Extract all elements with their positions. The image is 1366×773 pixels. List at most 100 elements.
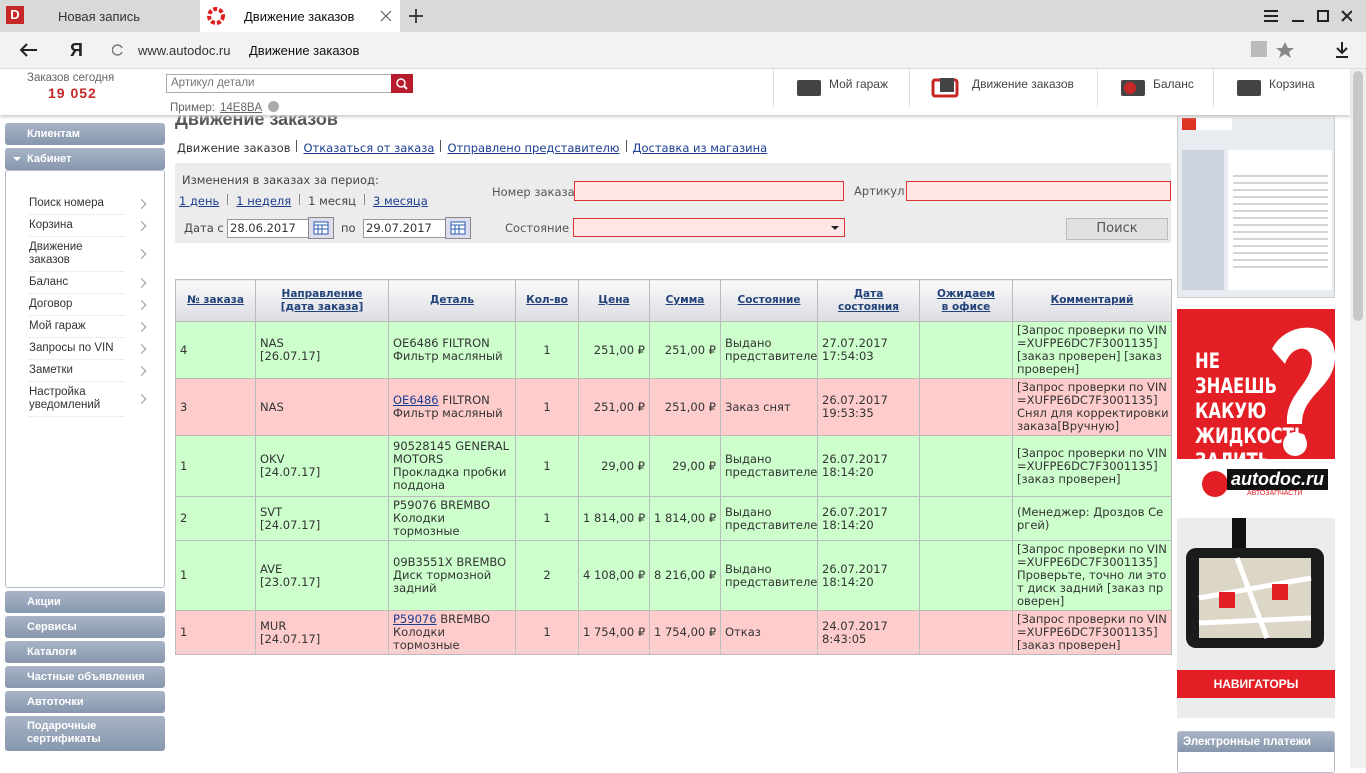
order-row: 1 AVE [23.07.17] 09B3551X BREMBO Диск тормоз…: [175, 540, 1172, 611]
waiting: [919, 321, 1013, 379]
example-value[interactable]: 14E8BA: [220, 102, 263, 114]
article[interactable]: P59076: [393, 612, 437, 626]
sidebar-section[interactable]: Автоточки: [5, 691, 165, 713]
nav-label[interactable]: Движение заказов: [972, 77, 1074, 91]
nav-item[interactable]: Корзина: [1213, 69, 1341, 107]
column-header[interactable]: Ожидаем в офисе: [919, 279, 1013, 322]
calendar-button[interactable]: [308, 217, 334, 239]
tab[interactable]: Движение заказов: [177, 141, 291, 155]
browser-logo[interactable]: Я: [70, 40, 83, 60]
period[interactable]: 1 день: [179, 194, 220, 208]
price: 29,00 ₽: [578, 435, 650, 497]
sidebar-section[interactable]: Частные объявления: [5, 666, 165, 688]
active-tab[interactable]: [200, 0, 400, 32]
calendar-button[interactable]: [445, 217, 471, 239]
menu-item[interactable]: Баланс: [29, 272, 147, 294]
tab[interactable]: Доставка из магазина: [632, 141, 768, 155]
new-tab[interactable]: [409, 9, 423, 23]
menu-item[interactable]: Поиск номера: [29, 193, 147, 215]
state-select[interactable]: [573, 218, 845, 237]
tab-title[interactable]: Новая запись: [58, 9, 141, 24]
direction: AVE [23.07.17]: [255, 540, 389, 611]
search-button[interactable]: [391, 74, 413, 93]
time: 18:14:20: [822, 517, 874, 532]
direction-code: SVT: [260, 504, 283, 519]
orders-today: 19 052: [48, 85, 97, 101]
search-input[interactable]: Артикул детали: [166, 74, 394, 93]
search-button[interactable]: Поиск: [1066, 218, 1168, 240]
column-header[interactable]: Направление [дата заказа]: [255, 279, 389, 322]
sidebar-section[interactable]: Подарочные сертификаты: [5, 716, 165, 751]
order-number: 1: [175, 610, 256, 655]
url[interactable]: www.autodoc.ru: [138, 43, 231, 58]
order-input[interactable]: [574, 181, 844, 201]
nav-label[interactable]: Мой гараж: [829, 77, 889, 91]
date-from[interactable]: 28.06.2017: [227, 219, 311, 238]
header-text: Направление: [281, 287, 363, 300]
column-header[interactable]: Сумма: [649, 279, 721, 322]
navigator-drawing: [1186, 518, 1324, 648]
article: P59076: [393, 498, 437, 512]
menu-item[interactable]: Настройка уведомлений: [29, 382, 147, 417]
qty: 1: [515, 435, 579, 497]
scrollbar[interactable]: [1350, 69, 1366, 768]
order-row: 4 NAS [26.07.17] OE6486 FILTRON Фильтр масля…: [175, 321, 1172, 379]
sidebar-section[interactable]: Каталоги: [5, 641, 165, 663]
article: 09B3551X: [393, 555, 453, 569]
column-header[interactable]: Комментарий: [1012, 279, 1172, 322]
scroll-thumb[interactable]: [1353, 71, 1363, 321]
menu-item[interactable]: Мой гараж: [29, 316, 147, 338]
bottom-sections: Акции Сервисы Каталоги Частные объявления Ав…: [5, 591, 165, 751]
menu-item[interactable]: Запросы по VIN: [29, 338, 147, 360]
nav-item[interactable]: Движение заказов: [909, 69, 1098, 107]
period[interactable]: 1 неделя: [236, 194, 292, 208]
menu-item[interactable]: Заметки: [29, 360, 147, 382]
search-icon: [396, 78, 408, 90]
nav-label[interactable]: Баланс: [1153, 77, 1194, 91]
column-header[interactable]: Состояние: [720, 279, 818, 322]
sidebar: Клиентам Кабинет Поиск номера Корзина Движен…: [5, 123, 165, 754]
part-name: Фильтр масляный: [393, 349, 503, 363]
article[interactable]: OE6486: [393, 393, 439, 407]
navigator-banner[interactable]: НАВИГАТОРЫ: [1177, 518, 1335, 718]
time: 19:53:35: [822, 406, 874, 420]
menu-item[interactable]: Договор: [29, 294, 147, 316]
date-to[interactable]: 29.07.2017: [363, 219, 447, 238]
back-button[interactable]: [20, 43, 38, 57]
thumbnail-drawing: [1182, 118, 1332, 290]
column-header[interactable]: Цена: [578, 279, 650, 322]
nav-item[interactable]: Мой гараж: [773, 69, 910, 107]
reload-button[interactable]: [112, 44, 124, 56]
comment: [Запрос проверки по VIN=XUFPE6DC7F300113…: [1012, 321, 1172, 379]
close-tab[interactable]: [380, 10, 392, 22]
column-header[interactable]: № заказа: [175, 279, 256, 322]
nav-item[interactable]: Баланс: [1097, 69, 1214, 107]
header-text: Цена: [598, 294, 630, 306]
tab-title[interactable]: Движение заказов: [244, 9, 355, 24]
article-input[interactable]: [906, 181, 1171, 201]
status-date: 24.07.2017 8:43:05: [817, 610, 920, 655]
menu-item[interactable]: Движение заказов: [29, 237, 147, 272]
window-controls[interactable]: [1262, 9, 1352, 23]
detail-line: P59076 BREMBO: [393, 499, 511, 512]
tab[interactable]: Отказаться от заказа: [303, 141, 435, 155]
detail-line: 09B3551X BREMBO: [393, 556, 511, 569]
payments-title[interactable]: Электронные платежи: [1178, 732, 1334, 752]
tab[interactable]: Отправлено представителю: [447, 141, 620, 155]
header-text: [дата заказа]: [280, 300, 364, 313]
ad-banner[interactable]: НЕ ЗНАЕШЬ КАКУЮ ЖИДКОСТЬ ЗАЛИТЬ autodoc.ru АВ…: [1177, 309, 1335, 507]
sum: 1 814,00 ₽: [649, 496, 721, 541]
column-header[interactable]: Дата состояния: [817, 279, 920, 322]
address-icons[interactable]: [1250, 41, 1360, 59]
column-header[interactable]: Кол-во: [515, 279, 579, 322]
sidebar-section[interactable]: Акции: [5, 591, 165, 613]
nav-label[interactable]: Корзина: [1269, 77, 1315, 91]
time: 18:14:20: [822, 574, 874, 589]
sidebar-section-open[interactable]: Кабинет: [5, 148, 165, 170]
sidebar-section[interactable]: Клиентам: [5, 123, 165, 145]
menu-item[interactable]: Корзина: [29, 215, 147, 237]
sidebar-section[interactable]: Сервисы: [5, 616, 165, 638]
site-thumbnail[interactable]: [1177, 115, 1335, 298]
period[interactable]: 3 месяца: [372, 194, 428, 208]
column-header[interactable]: Деталь: [388, 279, 516, 322]
